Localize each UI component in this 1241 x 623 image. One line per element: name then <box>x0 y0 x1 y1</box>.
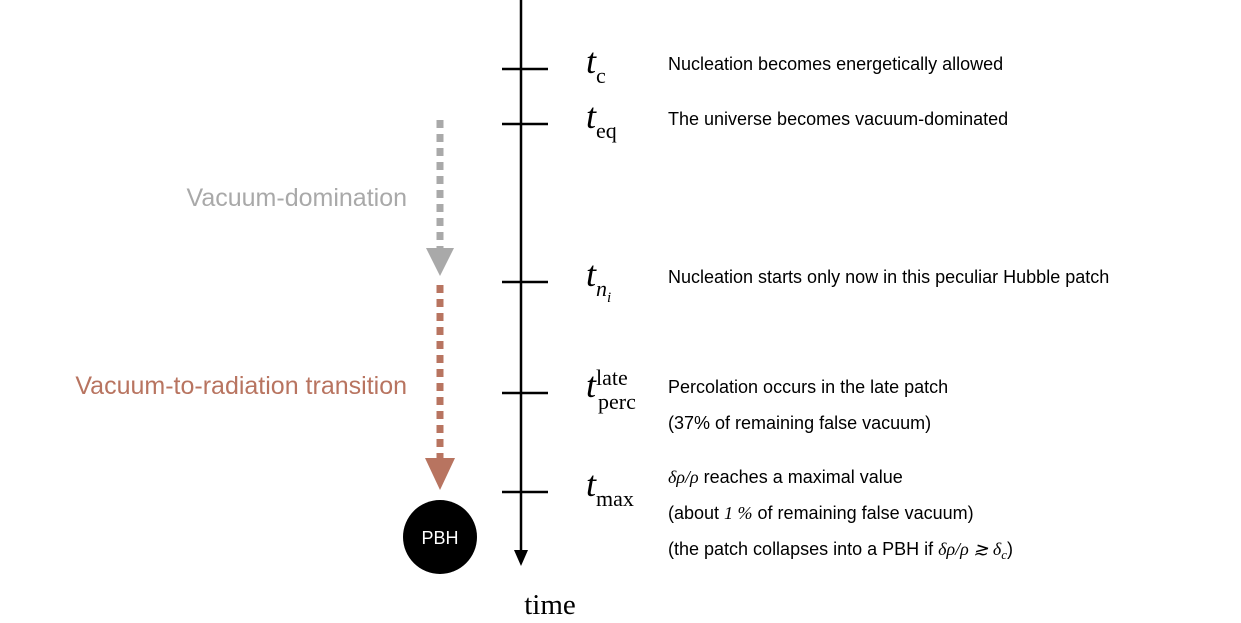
symbol-sub: max <box>596 486 634 511</box>
event-symbol: tlate perc <box>586 365 636 414</box>
symbol-sup: late <box>596 365 628 390</box>
pbh-circle <box>403 500 477 574</box>
phase-label: Vacuum-domination <box>187 184 407 212</box>
description-part: c <box>1001 547 1007 562</box>
description: (37% of remaining false vacuum) <box>668 413 931 433</box>
description: Nucleation becomes energetically allowed <box>668 54 1003 74</box>
symbol-sub: n <box>596 276 607 301</box>
transition-arrowhead <box>425 458 455 490</box>
symbol-sub: c <box>596 63 606 88</box>
phase-label: Vacuum-to-radiation transition <box>75 372 407 400</box>
description: (the patch collapses into a PBH if δρ/ρ … <box>668 539 1013 562</box>
event-symbol: tmax <box>586 464 634 511</box>
description: Percolation occurs in the late patch <box>668 377 948 397</box>
description-part: Nucleation becomes energetically allowed <box>668 54 1003 74</box>
description-part: Nucleation starts only now in this pecul… <box>668 267 1109 287</box>
description-part: (about <box>668 503 724 523</box>
event-symbol: tc <box>586 41 606 88</box>
vacuum-arrowhead <box>426 248 454 276</box>
description-part: ) <box>1007 539 1013 559</box>
description: The universe becomes vacuum-dominated <box>668 109 1008 129</box>
pbh-label: PBH <box>421 528 458 548</box>
symbol: t <box>586 365 597 405</box>
axis-label: time <box>524 589 576 621</box>
description: δρ/ρ reaches a maximal value <box>668 467 903 487</box>
description-part: δρ/ρ <box>668 467 699 487</box>
symbol: t <box>586 254 597 294</box>
description-part: (the patch collapses into a PBH if <box>668 539 938 559</box>
description-part: reaches a maximal value <box>699 467 903 487</box>
axis-arrowhead <box>514 550 528 566</box>
description-part: of remaining false vacuum) <box>753 503 974 523</box>
description: Nucleation starts only now in this pecul… <box>668 267 1109 287</box>
symbol: t <box>586 41 597 81</box>
description-part: Percolation occurs in the late patch <box>668 377 948 397</box>
symbol-sub: perc <box>598 389 636 414</box>
description-part: The universe becomes vacuum-dominated <box>668 109 1008 129</box>
event-symbol: tni <box>586 254 611 306</box>
symbol-sub: eq <box>596 118 617 143</box>
symbol: t <box>586 464 597 504</box>
description-part: δρ/ρ ≳ δ <box>938 539 1002 559</box>
description: (about 1 % of remaining false vacuum) <box>668 503 974 523</box>
symbol-subsub: i <box>607 290 611 306</box>
description-part: 1 % <box>724 503 753 523</box>
event-symbol: teq <box>586 96 617 143</box>
description-part: (37% of remaining false vacuum) <box>668 413 931 433</box>
symbol: t <box>586 96 597 136</box>
